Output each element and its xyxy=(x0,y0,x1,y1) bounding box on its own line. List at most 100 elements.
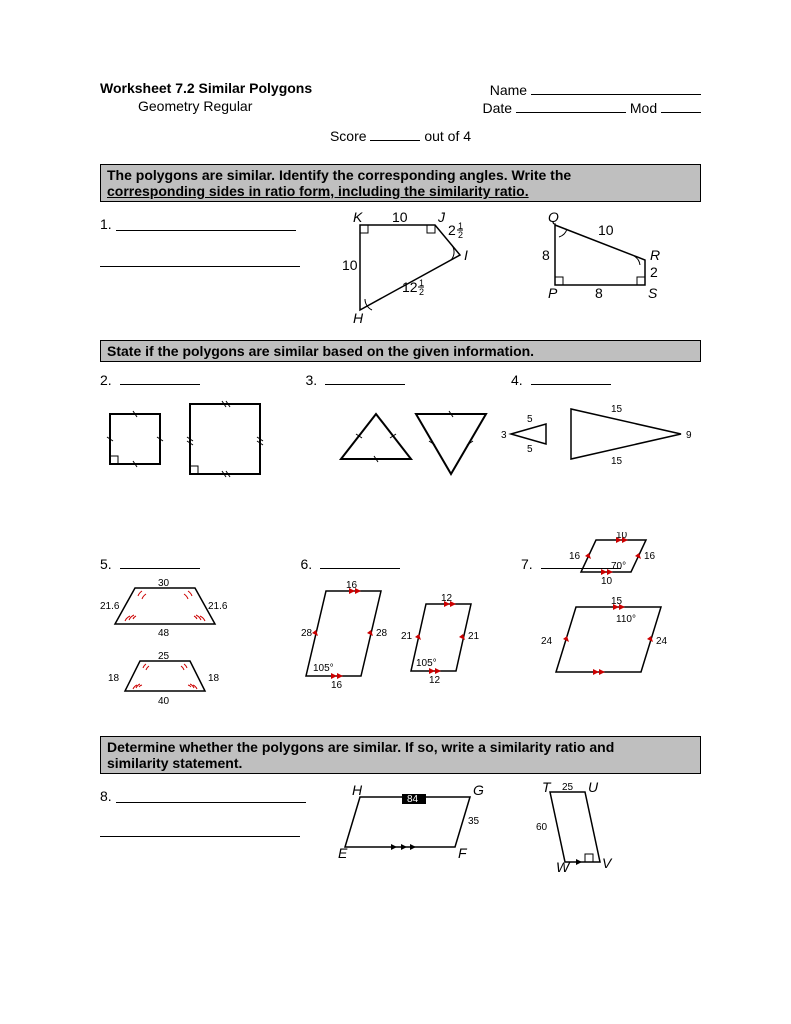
q6-num: 6. xyxy=(301,556,313,572)
q3-num: 3. xyxy=(306,372,318,388)
date-blank[interactable] xyxy=(516,98,626,113)
figure-2-squares xyxy=(100,394,290,484)
svg-text:30: 30 xyxy=(158,578,170,589)
label-S: S xyxy=(648,285,658,301)
q2-blank[interactable] xyxy=(120,370,200,385)
svg-text:16: 16 xyxy=(331,680,343,691)
subheader: Geometry Regular Date Mod xyxy=(100,98,701,116)
svg-text:F: F xyxy=(458,845,468,861)
svg-text:12: 12 xyxy=(441,593,453,604)
q3-blank[interactable] xyxy=(325,370,405,385)
svg-text:10: 10 xyxy=(616,532,628,541)
svg-text:40: 40 xyxy=(158,696,170,707)
svg-text:2: 2 xyxy=(458,230,463,240)
label-Q: Q xyxy=(548,210,559,225)
label-J: J xyxy=(437,210,446,225)
q4-blank[interactable] xyxy=(531,370,611,385)
svg-text:V: V xyxy=(602,855,613,871)
worksheet-page: Worksheet 7.2 Similar Polygons Name Geom… xyxy=(0,0,791,917)
figure-8-parallelogram-2: T U V W 25 60 xyxy=(530,782,630,877)
svg-text:16: 16 xyxy=(644,551,656,562)
svg-text:24: 24 xyxy=(656,636,668,647)
q8-num: 8. xyxy=(100,788,112,804)
svg-text:105°: 105° xyxy=(313,663,334,674)
svg-text:G: G xyxy=(473,782,484,798)
label-H: H xyxy=(353,310,364,326)
mod-blank[interactable] xyxy=(661,98,701,113)
svg-text:16: 16 xyxy=(569,551,581,562)
q4-num: 4. xyxy=(511,372,523,388)
side-sr: 2 xyxy=(650,264,658,280)
q1-blank-1[interactable] xyxy=(116,216,296,231)
svg-text:60: 60 xyxy=(536,822,548,833)
svg-text:48: 48 xyxy=(158,628,170,639)
question-1: 1. xyxy=(100,216,300,232)
figure-8-parallelogram: 84 H G F E 35 xyxy=(330,782,510,862)
svg-text:28: 28 xyxy=(376,628,388,639)
subtitle: Geometry Regular xyxy=(138,98,252,114)
svg-text:25: 25 xyxy=(158,651,170,662)
svg-text:12: 12 xyxy=(429,675,441,686)
svg-text:84: 84 xyxy=(407,794,419,805)
svg-text:15: 15 xyxy=(611,456,623,467)
q5-blank[interactable] xyxy=(120,554,200,569)
label-K: K xyxy=(353,210,363,225)
side-hi: 12 1 2 xyxy=(402,278,424,297)
svg-text:35: 35 xyxy=(468,816,480,827)
svg-text:16: 16 xyxy=(346,580,358,591)
mod-label: Mod xyxy=(630,100,657,116)
svg-text:15: 15 xyxy=(611,404,623,415)
svg-text:W: W xyxy=(556,859,571,875)
svg-text:105°: 105° xyxy=(416,658,437,669)
svg-text:70°: 70° xyxy=(611,561,626,572)
svg-text:3: 3 xyxy=(501,430,507,441)
q5-num: 5. xyxy=(100,556,112,572)
label-R: R xyxy=(650,247,660,263)
instr2-text: State if the polygons are similar based … xyxy=(107,343,534,359)
label-I: I xyxy=(464,247,468,263)
instr1-line2: corresponding sides in ratio form, inclu… xyxy=(107,183,529,199)
svg-text:9: 9 xyxy=(686,430,692,441)
name-label: Name xyxy=(490,82,527,98)
score-blank[interactable] xyxy=(370,126,420,141)
instruction-2: State if the polygons are similar based … xyxy=(100,340,701,362)
svg-text:18: 18 xyxy=(108,673,120,684)
figure-1-quad: K J I H 10 10 2 1 2 12 1 2 xyxy=(320,210,500,330)
figure-6-parallelograms: 16 28 28 105° 16 12 21 21 105° 12 xyxy=(301,576,501,726)
score-suffix: out of 4 xyxy=(424,128,471,144)
name-blank[interactable] xyxy=(531,80,701,95)
figure-3-triangles xyxy=(301,394,491,484)
svg-text:24: 24 xyxy=(541,636,553,647)
svg-text:21.6: 21.6 xyxy=(100,601,120,612)
q8-blank-2[interactable] xyxy=(100,822,300,837)
side-ji: 2 1 2 xyxy=(448,221,463,240)
svg-text:21: 21 xyxy=(468,631,480,642)
questions-567: 5. 30 21.6 21.6 48 xyxy=(100,554,701,726)
header: Worksheet 7.2 Similar Polygons Name xyxy=(100,80,701,98)
score-prefix: Score xyxy=(330,128,367,144)
q1-blank-2[interactable] xyxy=(100,252,300,267)
side-qr: 10 xyxy=(598,222,614,238)
figure-5-trapezoids: 30 21.6 21.6 48 25 18 18 40 xyxy=(100,576,270,726)
instruction-1: The polygons are similar. Identify the c… xyxy=(100,164,701,202)
q7-blank[interactable] xyxy=(541,554,621,569)
title: Worksheet 7.2 Similar Polygons xyxy=(100,80,312,96)
svg-text:5: 5 xyxy=(527,414,533,425)
svg-text:28: 28 xyxy=(301,628,313,639)
svg-text:21.6: 21.6 xyxy=(208,601,228,612)
svg-text:T: T xyxy=(542,782,552,795)
label-P: P xyxy=(548,285,558,301)
svg-text:21: 21 xyxy=(401,631,413,642)
svg-text:U: U xyxy=(588,782,599,795)
instr3-line1: Determine whether the polygons are simil… xyxy=(107,739,614,755)
q8-blank-1[interactable] xyxy=(116,788,306,803)
svg-text:18: 18 xyxy=(208,673,220,684)
side-kh: 10 xyxy=(342,257,358,273)
side-qp: 8 xyxy=(542,247,550,263)
svg-text:12: 12 xyxy=(402,279,418,295)
side-kj: 10 xyxy=(392,210,408,225)
instr3-line2: similarity statement. xyxy=(107,755,242,771)
score-row: Score out of 4 xyxy=(100,126,701,144)
side-ps: 8 xyxy=(595,285,603,301)
q6-blank[interactable] xyxy=(320,554,400,569)
